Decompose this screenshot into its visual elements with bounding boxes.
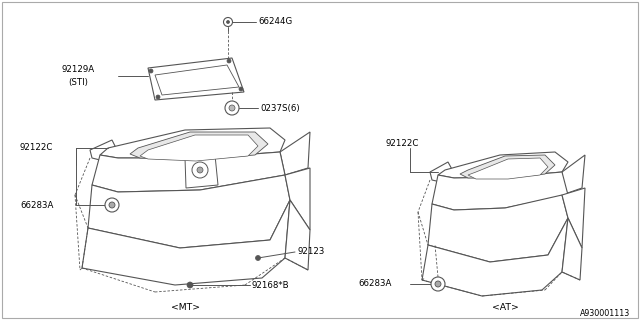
Polygon shape	[285, 200, 310, 270]
Polygon shape	[430, 162, 454, 183]
Text: 92168*B: 92168*B	[252, 281, 290, 290]
Text: 92122C: 92122C	[385, 140, 419, 148]
Polygon shape	[155, 65, 239, 95]
Polygon shape	[130, 132, 268, 160]
Polygon shape	[90, 140, 118, 162]
Circle shape	[229, 105, 235, 111]
Polygon shape	[185, 155, 218, 188]
Text: <MT>: <MT>	[170, 303, 200, 313]
Circle shape	[227, 20, 230, 23]
Text: (STI): (STI)	[68, 77, 88, 86]
Polygon shape	[460, 155, 555, 178]
Circle shape	[435, 281, 441, 287]
Polygon shape	[82, 200, 290, 285]
Text: 92129A: 92129A	[62, 66, 95, 75]
Polygon shape	[468, 158, 548, 179]
Polygon shape	[92, 152, 285, 192]
Polygon shape	[562, 218, 582, 280]
Circle shape	[255, 255, 260, 260]
Circle shape	[431, 277, 445, 291]
Circle shape	[197, 167, 203, 173]
Polygon shape	[422, 218, 568, 296]
Circle shape	[223, 18, 232, 27]
Text: <AT>: <AT>	[492, 303, 518, 313]
Circle shape	[225, 101, 239, 115]
Polygon shape	[285, 168, 310, 230]
Circle shape	[156, 95, 160, 99]
Polygon shape	[280, 132, 310, 175]
Polygon shape	[438, 152, 568, 178]
Text: 0237S(6): 0237S(6)	[260, 103, 300, 113]
Circle shape	[192, 162, 208, 178]
Circle shape	[149, 69, 153, 73]
Text: A930001113: A930001113	[580, 308, 630, 317]
Circle shape	[109, 202, 115, 208]
Polygon shape	[428, 195, 568, 262]
Polygon shape	[148, 58, 244, 100]
Polygon shape	[562, 155, 585, 195]
Circle shape	[239, 87, 243, 91]
Circle shape	[227, 59, 231, 63]
Text: 66283A: 66283A	[358, 279, 392, 289]
Text: 92123: 92123	[297, 247, 324, 257]
Polygon shape	[88, 175, 290, 248]
Polygon shape	[100, 128, 285, 158]
Text: 92122C: 92122C	[20, 143, 53, 153]
Circle shape	[105, 198, 119, 212]
Polygon shape	[140, 135, 258, 161]
Polygon shape	[562, 188, 585, 248]
Polygon shape	[432, 172, 568, 210]
Text: 66244G: 66244G	[258, 18, 292, 27]
Circle shape	[187, 282, 193, 288]
Text: 66283A: 66283A	[20, 201, 53, 210]
